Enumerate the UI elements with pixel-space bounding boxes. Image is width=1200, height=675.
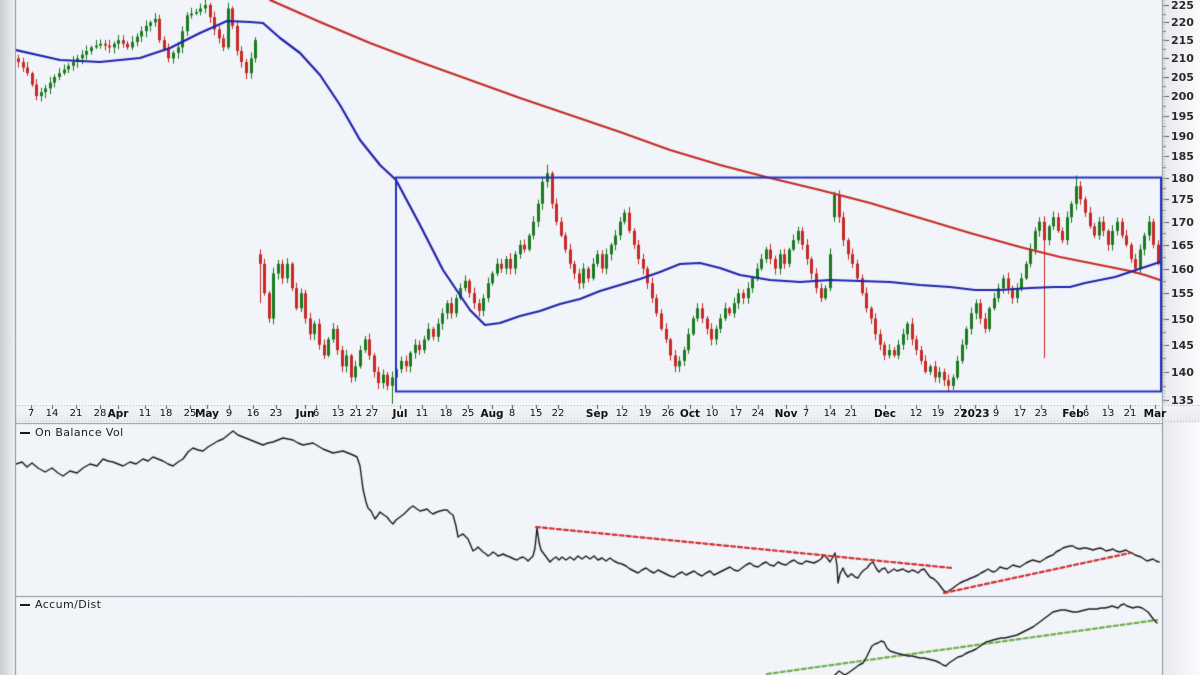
date-axis-label: 8 — [508, 408, 516, 419]
accum-legend: Accum/Dist — [20, 598, 101, 611]
date-axis-label: 19 — [931, 408, 945, 419]
date-axis-label: 18 — [159, 408, 173, 419]
date-axis-label: 18 — [439, 408, 453, 419]
price-axis-label: 155 — [1171, 287, 1194, 301]
date-axis-label: Mar — [1143, 408, 1167, 420]
date-axis-label: 28 — [93, 408, 107, 419]
price-axis-label: 180 — [1171, 171, 1194, 185]
date-axis-label: 14 — [45, 408, 59, 419]
date-axis-label: 17 — [1013, 408, 1027, 419]
date-axis-label: 21 — [349, 408, 363, 419]
date-axis-label: 13 — [331, 408, 345, 419]
date-axis-label: 21 — [844, 408, 858, 419]
price-axis-label: 170 — [1171, 215, 1194, 229]
date-axis-label: 12 — [615, 408, 629, 419]
accum-legend-label: Accum/Dist — [35, 598, 102, 611]
date-axis-label: 2023 — [960, 408, 990, 420]
date-axis-label: Nov — [774, 408, 798, 420]
date-axis-label: 9 — [225, 408, 233, 419]
obv-legend: On Balance Vol — [20, 426, 124, 439]
date-axis-label: 19 — [638, 408, 652, 419]
date-axis-label: Dec — [873, 408, 897, 420]
price-axis-label: 220 — [1171, 16, 1194, 30]
date-axis-label: Feb — [1062, 408, 1084, 420]
date-axis-label: 13 — [1101, 408, 1115, 419]
date-axis-label: Jul — [392, 408, 408, 420]
date-axis-label: 7 — [27, 408, 35, 419]
price-axis-label: 210 — [1171, 52, 1194, 66]
date-axis-label: 6 — [312, 408, 320, 419]
price-axis-label: 195 — [1171, 109, 1194, 123]
date-axis-label: 23 — [1034, 408, 1048, 419]
date-axis-label: Aug — [480, 408, 504, 420]
date-axis-label: 21 — [1123, 408, 1137, 419]
price-axis-label: 160 — [1171, 262, 1194, 276]
price-axis-label: 200 — [1171, 90, 1194, 104]
obv-legend-dash-icon — [20, 431, 30, 434]
price-axis-label: 185 — [1171, 150, 1194, 164]
date-axis-label: Sep — [585, 408, 609, 420]
date-axis-label: 6 — [1082, 408, 1090, 419]
date-axis-label: Jun — [295, 408, 315, 420]
price-axis-label: 215 — [1171, 34, 1194, 48]
date-axis-label: 26 — [661, 408, 675, 419]
price-axis-label: 150 — [1171, 312, 1194, 326]
date-axis-label: 14 — [823, 408, 837, 419]
accum-legend-dash-icon — [20, 603, 30, 606]
date-axis-label: 27 — [953, 408, 967, 419]
date-axis-label: 10 — [705, 408, 719, 419]
date-axis-label: 25 — [461, 408, 475, 419]
price-axis-label: 175 — [1171, 193, 1194, 207]
price-axis-label: 135 — [1171, 394, 1194, 407]
date-axis-label: 15 — [529, 408, 543, 419]
date-axis-label: 11 — [138, 408, 152, 419]
date-axis-label: Oct — [679, 408, 701, 420]
price-axis-label: 145 — [1171, 338, 1194, 352]
date-axis-label: 23 — [269, 408, 283, 419]
date-axis-label: 22 — [551, 408, 565, 419]
date-axis-label: 27 — [365, 408, 379, 419]
date-axis-label: Apr — [107, 408, 129, 420]
price-axis-label: 205 — [1171, 70, 1194, 84]
date-axis-label: 17 — [729, 408, 743, 419]
price-axis-label: 165 — [1171, 238, 1194, 252]
date-axis-label: May — [194, 408, 220, 420]
date-axis-label: 9 — [992, 408, 1000, 419]
price-axis-label: 190 — [1171, 129, 1194, 143]
date-axis-label: 11 — [415, 408, 429, 419]
date-axis-label: 21 — [69, 408, 83, 419]
date-axis-label: 16 — [246, 408, 260, 419]
price-axis-label: 140 — [1171, 365, 1194, 379]
date-axis-label: 7 — [802, 408, 810, 419]
date-axis-label: 24 — [751, 408, 765, 419]
obv-legend-label: On Balance Vol — [35, 426, 124, 439]
date-axis-label: 25 — [183, 408, 197, 419]
price-axis-label: 225 — [1171, 0, 1194, 12]
date-axis-label: 12 — [909, 408, 923, 419]
